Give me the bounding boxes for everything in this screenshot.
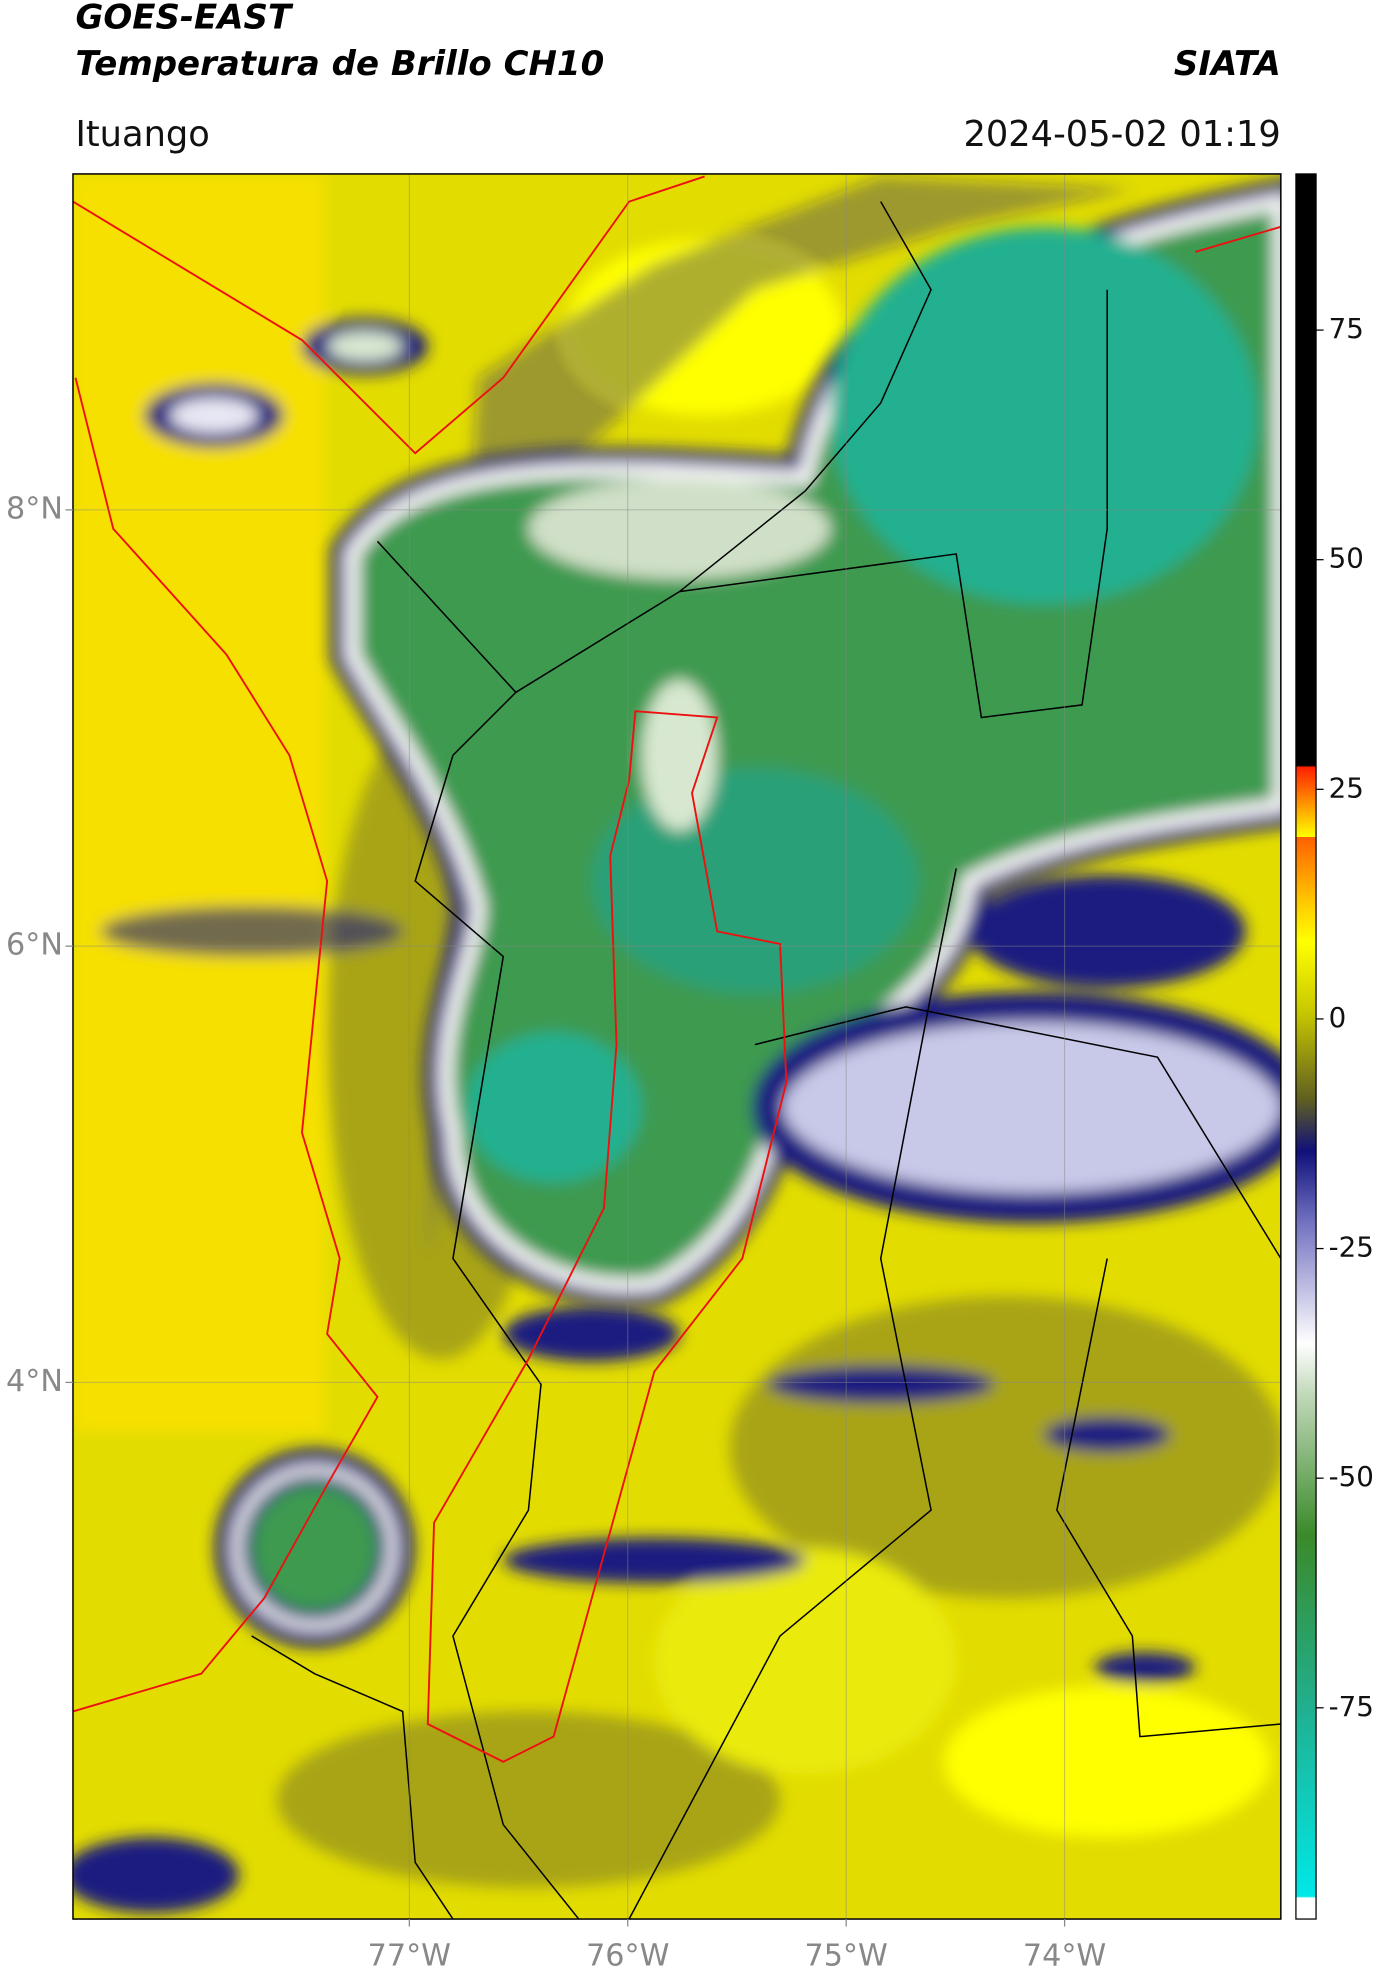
x-tick-label: 77°W xyxy=(368,1938,451,1973)
colorbar-label: 0 xyxy=(1329,1001,1347,1034)
datetime: 2024-05-02 01:19 xyxy=(963,114,1280,155)
grid xyxy=(72,173,1281,1920)
colorbar-label: 75 xyxy=(1329,312,1364,345)
colorbar-label: 50 xyxy=(1329,542,1364,575)
subtitle: Temperatura de Brillo CH10 xyxy=(75,44,604,84)
y-tick-label: 6°N xyxy=(6,928,63,963)
y-tick-label: 4°N xyxy=(6,1364,63,1399)
y-tick-label: 8°N xyxy=(6,491,63,526)
source: SIATA xyxy=(1174,44,1281,84)
map-frame xyxy=(72,173,1282,1920)
satellite-image xyxy=(72,173,1281,1920)
x-tick-label: 76°W xyxy=(586,1938,669,1973)
colorbar-label: 25 xyxy=(1329,771,1364,804)
x-tick-label: 75°W xyxy=(804,1938,887,1973)
colorbar-label: -25 xyxy=(1329,1231,1374,1264)
colorbar xyxy=(1295,173,1317,1920)
colorbar-label: -50 xyxy=(1329,1460,1374,1493)
location: Ituango xyxy=(75,114,209,155)
colorbar-label: -75 xyxy=(1329,1690,1374,1723)
title: GOES-EAST xyxy=(75,0,293,38)
x-tick-label: 74°W xyxy=(1023,1938,1106,1973)
